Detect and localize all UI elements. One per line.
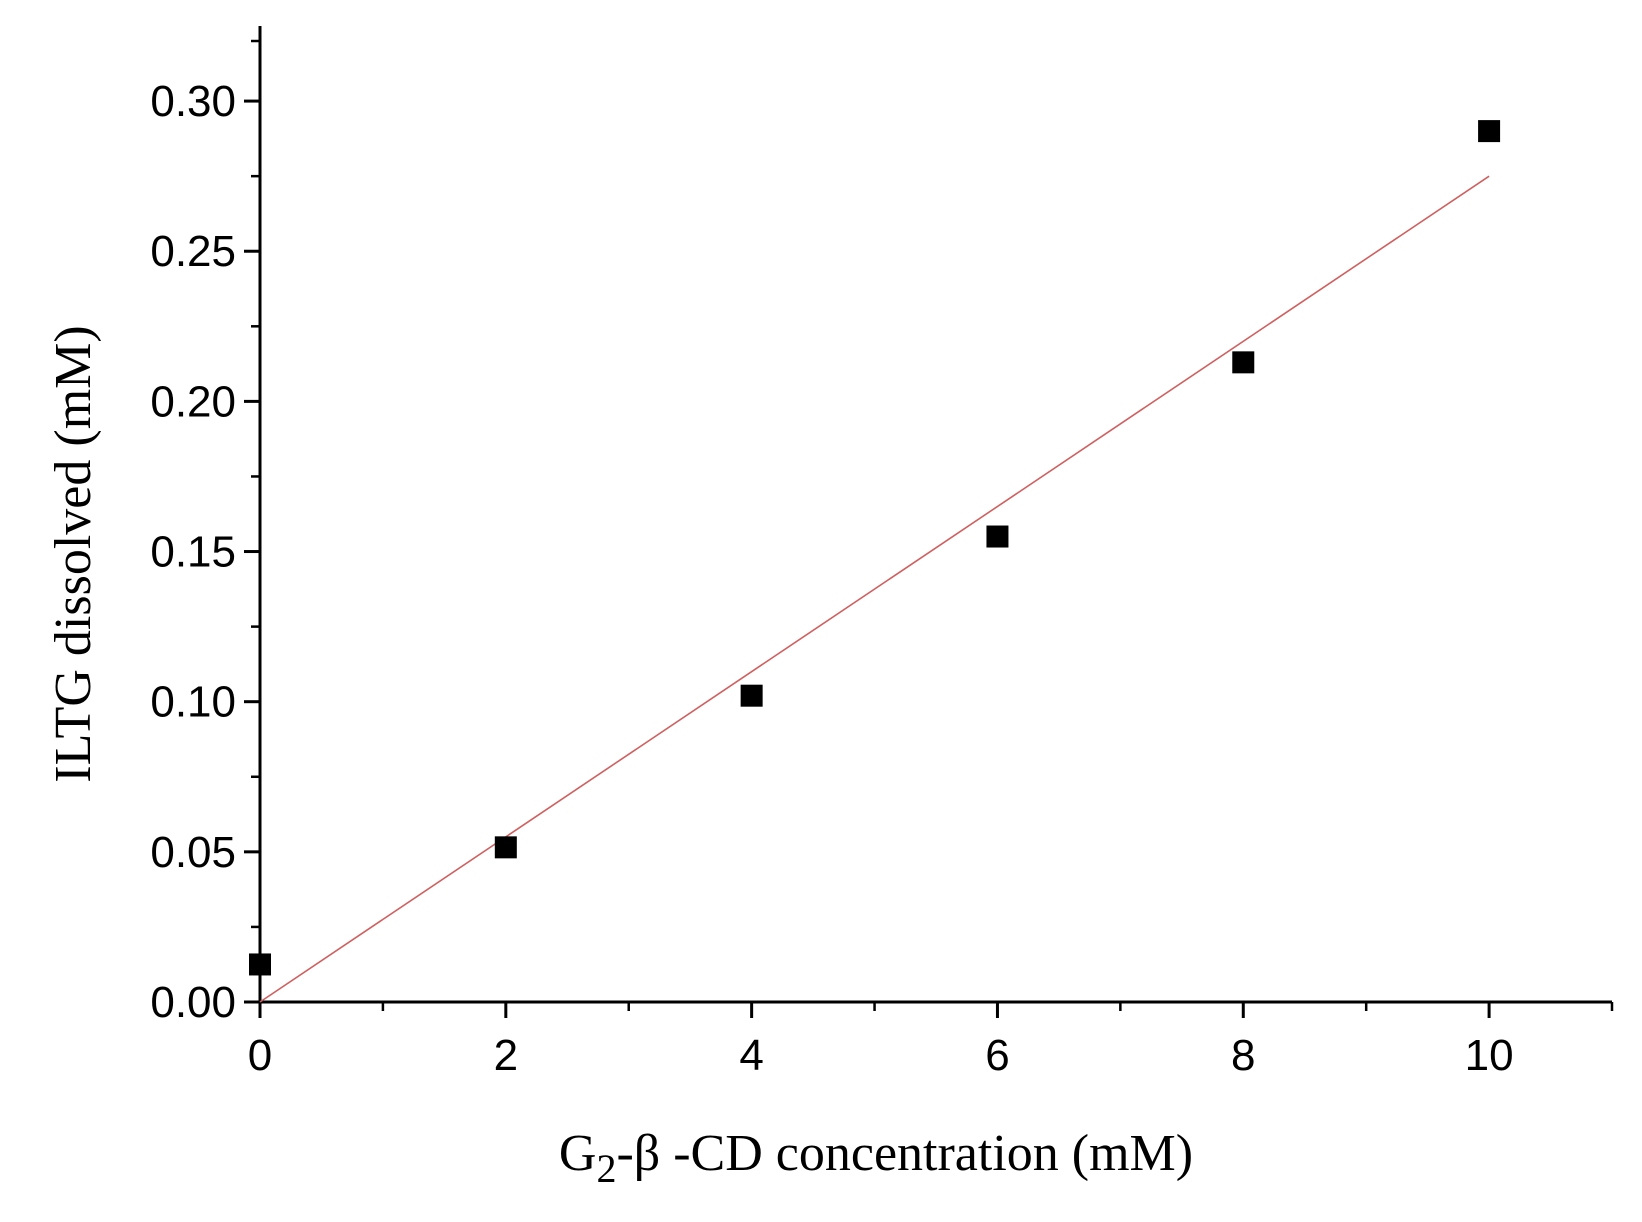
- x-tick-label: 8: [1231, 1031, 1255, 1080]
- x-axis-title-subscript: 2: [596, 1146, 616, 1191]
- tick-labels: 0 2 4 6 8 10 0.00 0.05 0.10 0.15 0.20 0.25 0.30: [150, 77, 1513, 1080]
- y-axis-title: ILTG dissolved (mM): [45, 325, 102, 782]
- data-point: [740, 684, 763, 707]
- y-tick-label: 0.10: [150, 678, 236, 727]
- x-tick-label: 4: [739, 1031, 763, 1080]
- x-tick-label: 10: [1465, 1031, 1514, 1080]
- y-tick-label: 0.30: [150, 77, 236, 126]
- y-tick-label: 0.05: [150, 828, 236, 877]
- x-axis-title-prefix: G: [559, 1125, 597, 1182]
- x-tick-label: 6: [985, 1031, 1009, 1080]
- data-point: [494, 836, 517, 859]
- data-point: [986, 525, 1009, 548]
- x-tick-label: 2: [494, 1031, 518, 1080]
- y-tick-label: 0.25: [150, 227, 236, 276]
- data-point: [249, 953, 271, 976]
- x-axis-title-suffix: -β -CD concentration (mM): [616, 1125, 1193, 1182]
- y-tick-label: 0.20: [150, 377, 236, 426]
- linear-fit-line: [259, 175, 1490, 1003]
- data-point: [1232, 351, 1255, 374]
- x-tick-label: 0: [248, 1031, 272, 1080]
- axes: [244, 26, 1614, 1018]
- fit-line-layer: [259, 175, 1490, 1003]
- y-tick-label: 0.00: [150, 978, 236, 1027]
- data-points: [249, 120, 1501, 976]
- y-tick-label: 0.15: [150, 528, 236, 577]
- data-point: [1478, 120, 1501, 143]
- x-axis-title: G2-β -CD concentration (mM): [559, 1125, 1193, 1191]
